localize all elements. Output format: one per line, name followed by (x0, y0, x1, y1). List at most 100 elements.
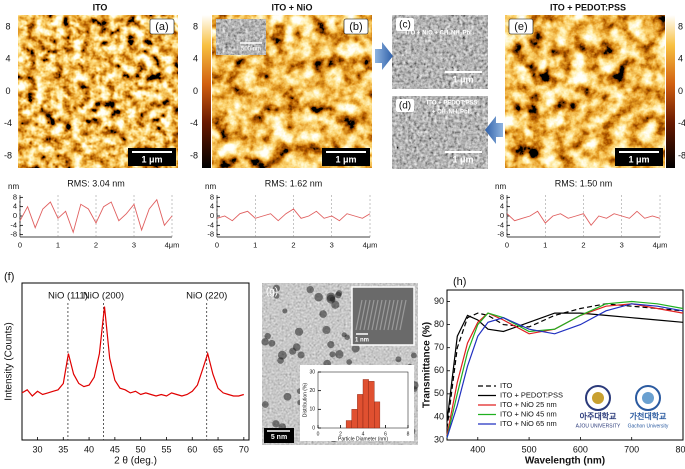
colorbar-tick-label: 8 (678, 21, 683, 31)
y-tick-label: -8 (497, 230, 504, 239)
x-tick-label: 500 (522, 444, 537, 454)
lattice-fringe (355, 299, 363, 331)
nanoparticle (322, 325, 331, 335)
x-tick-label: 3 (620, 240, 624, 249)
histogram-inset (300, 365, 414, 441)
data-line (506, 210, 661, 227)
nanoparticle (282, 308, 288, 314)
y-tick-label: 50 (434, 388, 444, 398)
data-line (446, 312, 684, 422)
lattice-fringe (383, 299, 391, 331)
y-tick-label: 30 (434, 434, 444, 444)
y-tick-label: 0 (210, 211, 214, 220)
colorbar-tick-label: 0 (5, 86, 10, 96)
nanoparticle (331, 300, 340, 309)
y-tick-label: 8 (210, 192, 214, 201)
y-tick-label: 4 (210, 202, 214, 211)
annotation: NiO (220) (186, 291, 227, 302)
y-axis-label: Distribution (%) (302, 383, 308, 418)
panel-label: (g) (266, 287, 278, 298)
x-tick-label: 55 (161, 444, 171, 454)
data-line (446, 303, 684, 438)
x-tick-label: 35 (58, 444, 68, 454)
colorbar-tick-label: -8 (678, 150, 685, 160)
nanoparticle (327, 341, 335, 349)
y-tick-label: 90 (434, 296, 444, 306)
x-tick-label: 3 (330, 240, 334, 249)
nanoparticle (261, 401, 269, 408)
logo (642, 392, 654, 404)
nanoparticle (346, 359, 353, 365)
x-tick-label: 4μm (363, 240, 378, 249)
chart-title: RMS: 1.62 nm (265, 178, 323, 188)
label-box (343, 18, 369, 35)
x-tick-label: 700 (624, 444, 639, 454)
nanoparticle (329, 351, 336, 358)
y-tick-label: -8 (207, 230, 214, 239)
lattice-fringe (375, 299, 383, 331)
lattice-fringe (395, 299, 403, 331)
y-axis-label: Intensity (Counts) (4, 322, 15, 400)
panel-label: (a) (155, 21, 168, 33)
x-tick-label: 70 (239, 444, 249, 454)
scale-bar-label: 5 nm (271, 434, 287, 441)
x-tick-label: 2 (581, 240, 585, 249)
panel-label: (d) (399, 101, 411, 112)
lattice-fringe (367, 299, 375, 331)
scale-bar-label: 1 μm (141, 154, 162, 164)
panel-label: (c) (399, 20, 411, 31)
colorbar-tick-label: 4 (678, 54, 683, 64)
y-tick-label: -8 (10, 230, 17, 239)
scale-bar-label: 1 μm (452, 154, 473, 164)
afm-image (505, 15, 665, 168)
panel-title: ITO (93, 2, 108, 12)
nanoparticle (306, 285, 314, 294)
scale-bar-label: 1 μm (628, 154, 649, 164)
y-tick-label: 10 (309, 407, 315, 413)
nanoparticle (277, 357, 284, 364)
y-tick-label: 0 (500, 211, 504, 220)
nanoparticle (272, 420, 280, 428)
data-line (19, 198, 173, 234)
histogram-bar (374, 401, 381, 429)
x-tick-label: 4μm (653, 240, 668, 249)
nanoparticle (351, 344, 360, 353)
scale-bar-label: 1 μm (335, 154, 356, 164)
histogram-bar (357, 394, 364, 429)
lattice (355, 299, 407, 331)
histogram-bar (345, 420, 352, 429)
nanoparticle (294, 327, 304, 336)
lattice-fringe (399, 299, 407, 331)
legend-label: ITO + NiO 65 nm (500, 419, 557, 428)
lattice-fringe (387, 299, 395, 331)
logo-text: AJOU UNIVERSITY (576, 423, 621, 429)
nanoparticle (335, 291, 342, 299)
x-axis-label: Particle Diameter (nm) (338, 436, 388, 442)
y-tick-label: 4 (13, 202, 17, 211)
logo (592, 392, 604, 404)
x-tick-label: 65 (213, 444, 223, 454)
nanoparticle (272, 284, 281, 292)
annotation: NiO (111) (48, 291, 88, 302)
lattice-fringe (363, 299, 371, 331)
colorbar (666, 15, 675, 168)
y-tick-label: 30 (309, 369, 315, 375)
label-box (396, 18, 414, 31)
legend-label: ITO + NiO 45 nm (500, 409, 557, 418)
y-unit: nm (205, 182, 216, 191)
lattice-fringe (371, 299, 379, 331)
colorbar-tick-label: -4 (190, 118, 198, 128)
y-tick-label: 80 (434, 319, 444, 329)
panel-label: (h) (453, 276, 466, 288)
lattice-fringe (379, 299, 387, 331)
histogram-bar (368, 381, 375, 429)
arrow (375, 42, 393, 70)
logo-text: 가천대학교 (630, 411, 667, 421)
panel-label: (e) (514, 21, 527, 33)
x-tick-label: 1 (56, 240, 60, 249)
lattice-fringe (391, 299, 399, 331)
legend-label: ITO + PEDOT:PSS (500, 390, 563, 399)
x-tick-label: 0 (317, 431, 320, 437)
data-line (446, 303, 684, 429)
